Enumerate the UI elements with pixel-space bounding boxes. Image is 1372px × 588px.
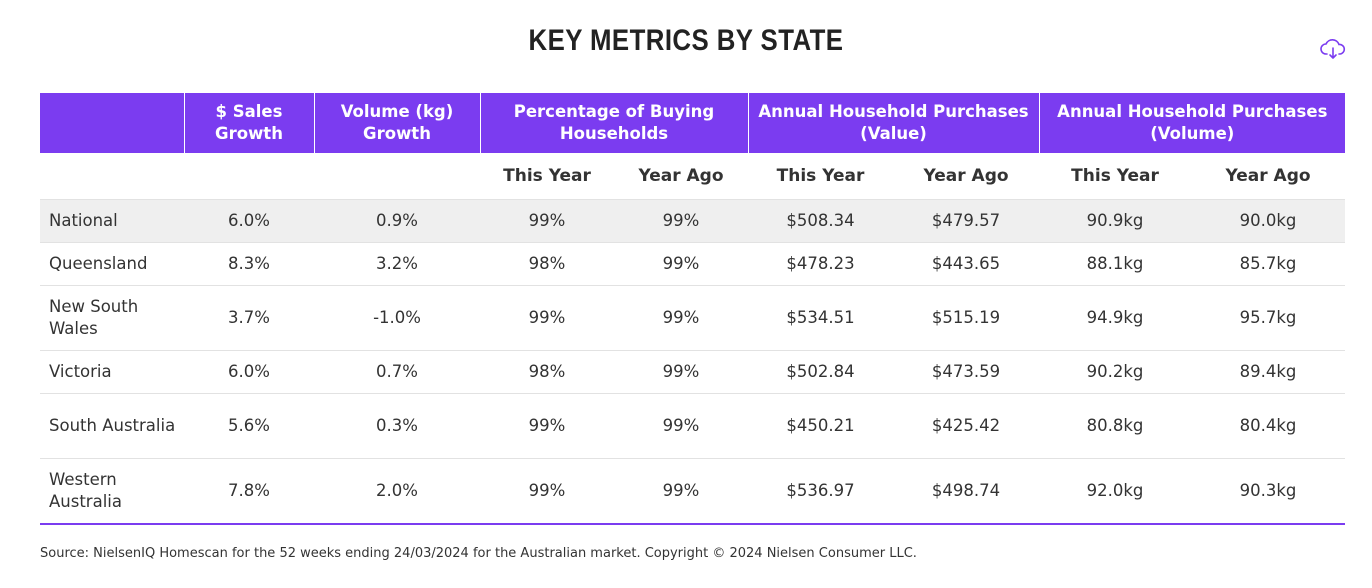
state-cell: Queensland [40, 242, 184, 286]
buying-year-ago-cell: 99% [614, 242, 749, 286]
volume-this-year-cell: 92.0kg [1039, 458, 1192, 525]
table-header-row: $ Sales Growth Volume (kg) Growth Percen… [40, 93, 1346, 153]
buying-year-ago-cell: 99% [614, 285, 749, 351]
volume-growth-cell: -1.0% [314, 285, 480, 351]
volume-year-ago-cell: 85.7kg [1191, 242, 1346, 286]
value-this-year-cell: $508.34 [748, 199, 894, 243]
header-state [40, 93, 184, 153]
state-cell: Victoria [40, 350, 184, 394]
volume-year-ago-cell: 90.0kg [1191, 199, 1346, 243]
buying-this-year-cell: 99% [480, 199, 614, 243]
subheader-empty [314, 153, 480, 200]
subheader-this-year: This Year [748, 153, 894, 200]
volume-growth-cell: 0.9% [314, 199, 480, 243]
source-note: Source: NielsenIQ Homescan for the 52 we… [40, 546, 917, 561]
table-row: New South Wales 3.7% -1.0% 99% 99% $534.… [40, 285, 1346, 351]
subheader-this-year: This Year [1039, 153, 1192, 200]
volume-year-ago-cell: 89.4kg [1191, 350, 1346, 394]
header-purchases-value: Annual Household Purchases (Value) [747, 93, 1040, 153]
value-this-year-cell: $534.51 [748, 285, 894, 351]
volume-this-year-cell: 90.2kg [1039, 350, 1192, 394]
buying-year-ago-cell: 99% [614, 393, 749, 459]
buying-this-year-cell: 98% [480, 242, 614, 286]
state-cell: South Australia [40, 393, 184, 459]
sales-growth-cell: 6.0% [184, 199, 314, 243]
buying-this-year-cell: 99% [480, 285, 614, 351]
header-buying-households: Percentage of Buying Households [479, 93, 749, 153]
table-row: Queensland 8.3% 3.2% 98% 99% $478.23 $44… [40, 242, 1346, 286]
value-year-ago-cell: $498.74 [893, 458, 1040, 525]
volume-growth-cell: 0.7% [314, 350, 480, 394]
sales-growth-cell: 3.7% [184, 285, 314, 351]
value-year-ago-cell: $425.42 [893, 393, 1040, 459]
buying-year-ago-cell: 99% [614, 199, 749, 243]
sales-growth-cell: 8.3% [184, 242, 314, 286]
volume-growth-cell: 2.0% [314, 458, 480, 525]
volume-this-year-cell: 88.1kg [1039, 242, 1192, 286]
chart-title: KEY METRICS BY STATE [528, 24, 844, 57]
value-this-year-cell: $502.84 [748, 350, 894, 394]
buying-this-year-cell: 99% [480, 458, 614, 525]
table-row: National 6.0% 0.9% 99% 99% $508.34 $479.… [40, 199, 1346, 243]
buying-this-year-cell: 99% [480, 393, 614, 459]
volume-year-ago-cell: 90.3kg [1191, 458, 1346, 525]
subheader-year-ago: Year Ago [893, 153, 1040, 200]
header-purchases-volume: Annual Household Purchases (Volume) [1038, 93, 1346, 153]
value-this-year-cell: $478.23 [748, 242, 894, 286]
volume-this-year-cell: 80.8kg [1039, 393, 1192, 459]
table-row: Victoria 6.0% 0.7% 98% 99% $502.84 $473.… [40, 350, 1346, 394]
value-year-ago-cell: $515.19 [893, 285, 1040, 351]
cloud-download-icon[interactable] [1320, 38, 1346, 60]
sales-growth-cell: 6.0% [184, 350, 314, 394]
table-subheader-row: This Year Year Ago This Year Year Ago Th… [40, 153, 1346, 200]
volume-this-year-cell: 94.9kg [1039, 285, 1192, 351]
state-cell: Western Australia [40, 458, 184, 525]
value-year-ago-cell: $479.57 [893, 199, 1040, 243]
buying-this-year-cell: 98% [480, 350, 614, 394]
volume-year-ago-cell: 80.4kg [1191, 393, 1346, 459]
header-volume-growth: Volume (kg) Growth [313, 93, 480, 153]
volume-growth-cell: 0.3% [314, 393, 480, 459]
subheader-empty [40, 153, 184, 200]
value-this-year-cell: $536.97 [748, 458, 894, 525]
volume-this-year-cell: 90.9kg [1039, 199, 1192, 243]
header-sales-growth: $ Sales Growth [183, 93, 314, 153]
table-row: Western Australia 7.8% 2.0% 99% 99% $536… [40, 458, 1346, 525]
sales-growth-cell: 7.8% [184, 458, 314, 525]
value-year-ago-cell: $473.59 [893, 350, 1040, 394]
metrics-table: $ Sales Growth Volume (kg) Growth Percen… [40, 93, 1346, 525]
state-cell: National [40, 199, 184, 243]
table-row: South Australia 5.6% 0.3% 99% 99% $450.2… [40, 393, 1346, 459]
state-cell: New South Wales [40, 285, 184, 351]
volume-year-ago-cell: 95.7kg [1191, 285, 1346, 351]
subheader-empty [184, 153, 314, 200]
sales-growth-cell: 5.6% [184, 393, 314, 459]
value-year-ago-cell: $443.65 [893, 242, 1040, 286]
buying-year-ago-cell: 99% [614, 350, 749, 394]
value-this-year-cell: $450.21 [748, 393, 894, 459]
subheader-year-ago: Year Ago [1191, 153, 1346, 200]
buying-year-ago-cell: 99% [614, 458, 749, 525]
volume-growth-cell: 3.2% [314, 242, 480, 286]
subheader-this-year: This Year [480, 153, 614, 200]
subheader-year-ago: Year Ago [614, 153, 749, 200]
